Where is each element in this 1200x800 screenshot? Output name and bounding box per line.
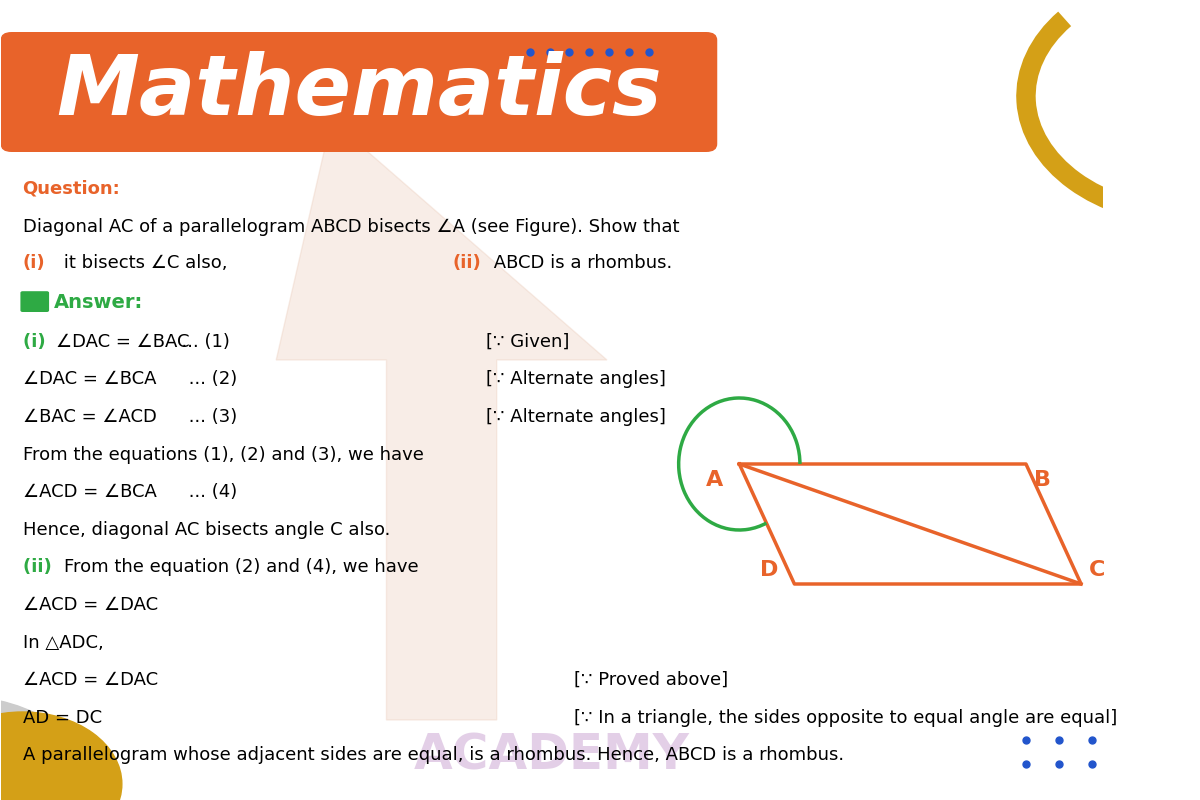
Text: ∠BAC = ∠ACD: ∠BAC = ∠ACD — [23, 408, 156, 426]
Text: (ii): (ii) — [23, 558, 58, 577]
Text: ∠DAC = ∠BAC: ∠DAC = ∠BAC — [55, 333, 190, 351]
Text: Answer:: Answer: — [54, 293, 143, 312]
Text: ∠DAC = ∠BCA: ∠DAC = ∠BCA — [23, 370, 156, 389]
Text: ∠ACD = ∠BCA: ∠ACD = ∠BCA — [23, 483, 156, 501]
Text: ... (4): ... (4) — [114, 483, 236, 501]
Text: [∵ Alternate angles]: [∵ Alternate angles] — [486, 408, 666, 426]
FancyBboxPatch shape — [20, 291, 49, 312]
Text: C: C — [1090, 560, 1105, 581]
Polygon shape — [276, 120, 607, 720]
Text: [∵ Given]: [∵ Given] — [486, 333, 569, 351]
Text: ∠ACD = ∠DAC: ∠ACD = ∠DAC — [23, 596, 157, 614]
Text: it bisects ∠C also,: it bisects ∠C also, — [58, 254, 227, 273]
Circle shape — [0, 712, 122, 800]
Text: From the equation (2) and (4), we have: From the equation (2) and (4), we have — [64, 558, 419, 577]
FancyBboxPatch shape — [0, 32, 718, 152]
Circle shape — [0, 696, 100, 800]
Text: (i): (i) — [23, 333, 52, 351]
Text: [∵ Proved above]: [∵ Proved above] — [574, 671, 728, 690]
Text: ... (1): ... (1) — [146, 333, 229, 351]
Text: ∠ACD = ∠DAC: ∠ACD = ∠DAC — [23, 671, 157, 690]
Text: A: A — [706, 470, 722, 490]
Text: [∵ In a triangle, the sides opposite to equal angle are equal]: [∵ In a triangle, the sides opposite to … — [574, 709, 1117, 727]
Text: [∵ Alternate angles]: [∵ Alternate angles] — [486, 370, 666, 389]
Text: In △ADC,: In △ADC, — [23, 634, 103, 652]
Text: ... (3): ... (3) — [114, 408, 236, 426]
Text: Question:: Question: — [23, 180, 120, 198]
Text: (i): (i) — [23, 254, 46, 273]
Text: B: B — [1034, 470, 1051, 490]
Text: Hence, diagonal AC bisects angle C also.: Hence, diagonal AC bisects angle C also. — [23, 521, 390, 539]
Text: ... (2): ... (2) — [114, 370, 236, 389]
Text: ABCD is a rhombus.: ABCD is a rhombus. — [488, 254, 672, 273]
Text: ACADEMY: ACADEMY — [414, 732, 690, 780]
Text: Diagonal AC of a parallelogram ABCD bisects ∠A (see Figure). Show that: Diagonal AC of a parallelogram ABCD bise… — [23, 218, 679, 237]
Text: D: D — [760, 560, 778, 581]
Text: (ii): (ii) — [452, 254, 481, 273]
Text: From the equations (1), (2) and (3), we have: From the equations (1), (2) and (3), we … — [23, 446, 424, 464]
Text: A parallelogram whose adjacent sides are equal, is a rhombus. Hence, ABCD is a r: A parallelogram whose adjacent sides are… — [23, 746, 844, 765]
Text: AD = DC: AD = DC — [23, 709, 102, 727]
Text: Mathematics: Mathematics — [56, 51, 661, 133]
